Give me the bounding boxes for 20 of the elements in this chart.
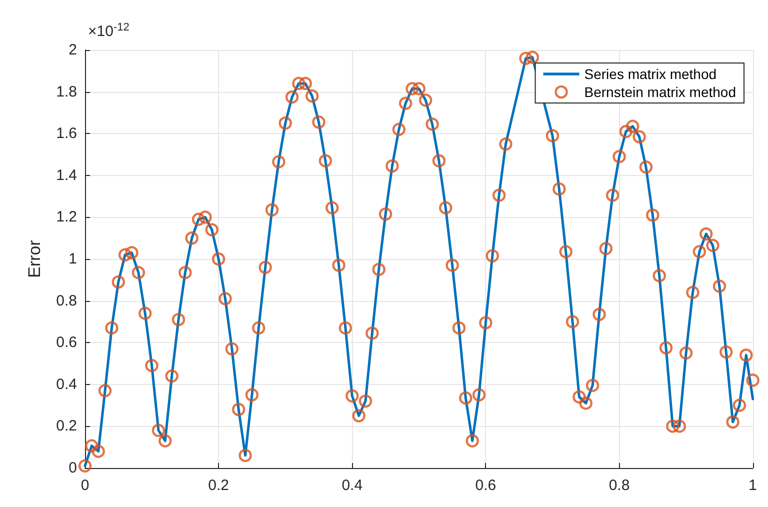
legend-label: Series matrix method xyxy=(584,66,717,82)
y-tick-label: 1.2 xyxy=(56,208,77,226)
legend-label: Bernstein matrix method xyxy=(584,84,736,100)
y-tick-label: 0 xyxy=(68,460,77,476)
x-tick-label: 0 xyxy=(80,477,90,494)
x-tick-label: 0.2 xyxy=(208,477,229,494)
y-tick-label: 0.2 xyxy=(56,418,77,435)
y-tick-label: 1.4 xyxy=(56,166,77,184)
y-tick-label: 0.4 xyxy=(56,376,77,393)
y-tick-label: 1 xyxy=(68,250,77,268)
y-axis-title: Error xyxy=(25,240,44,278)
y-tick-label: 0.6 xyxy=(56,334,77,352)
y-tick-label: 0.8 xyxy=(56,292,77,310)
y-tick-label: 1.6 xyxy=(56,125,77,142)
y-tick-label: 1.8 xyxy=(56,83,77,100)
x-tick-label: 1 xyxy=(748,477,757,494)
y-tick-label: 2 xyxy=(68,42,77,58)
x-tick-label: 0.8 xyxy=(608,477,630,494)
x-tick-label: 0.4 xyxy=(342,477,363,494)
x-tick-label: 0.6 xyxy=(475,477,496,494)
